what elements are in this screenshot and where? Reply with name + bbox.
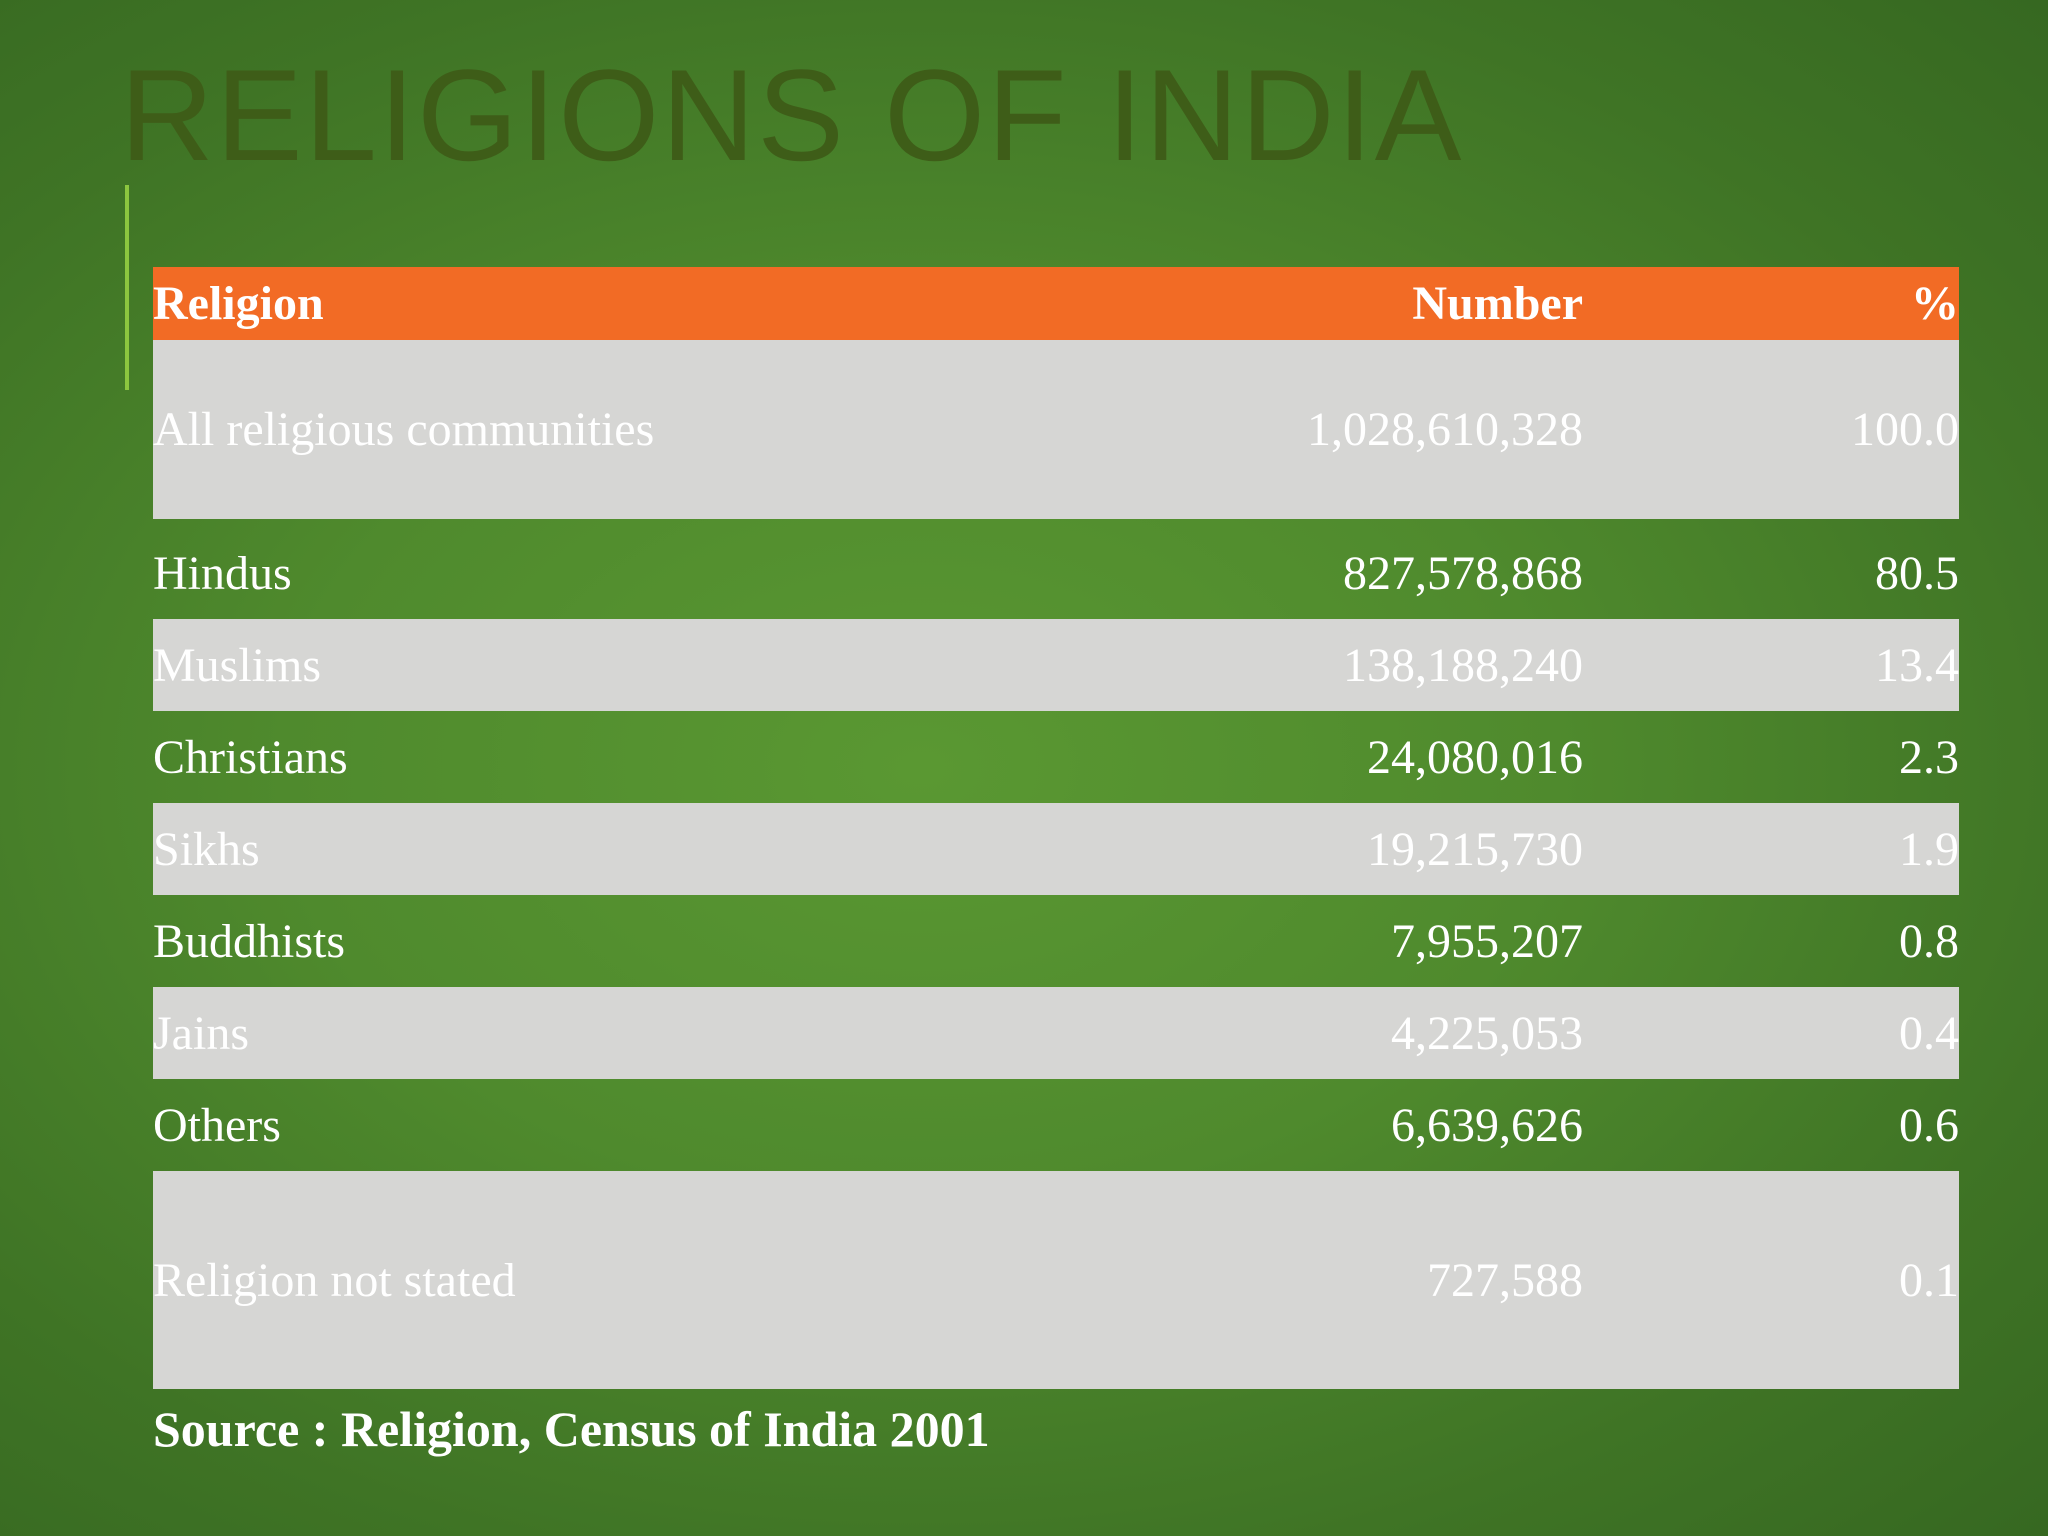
table-row: Buddhists 7,955,207 0.8 <box>153 895 1959 987</box>
table-row: Others 6,639,626 0.6 <box>153 1079 1959 1171</box>
number-cell: 6,639,626 <box>1391 1098 1583 1152</box>
accent-bar <box>125 185 129 390</box>
percent-cell: 2.3 <box>1899 730 1959 784</box>
percent-cell: 100.0 <box>1583 340 1959 519</box>
table-row: Religion not stated 727,588 0.1 <box>153 1171 1959 1389</box>
number-cell: 7,955,207 <box>1391 914 1583 968</box>
number-cell: 727,588 <box>953 1171 1583 1389</box>
table-row: Sikhs 19,215,730 1.9 <box>153 803 1959 895</box>
table-row: Christians 24,080,016 2.3 <box>153 711 1959 803</box>
percent-cell: 80.5 <box>1875 546 1959 600</box>
slide-title: RELIGIONS OF INDIA <box>120 42 1464 188</box>
percent-cell: 0.6 <box>1899 1098 1959 1152</box>
religion-cell: Hindus <box>153 546 292 600</box>
number-cell: 827,578,868 <box>1343 546 1583 600</box>
religion-cell: Muslims <box>153 619 953 711</box>
table-header-row: Religion Number % <box>153 267 1959 340</box>
religion-cell: All religious communities <box>153 340 953 519</box>
header-percent: % <box>1583 267 1959 340</box>
number-cell: 19,215,730 <box>953 803 1583 895</box>
religion-table: Religion Number % All religious communit… <box>153 267 1959 1389</box>
header-number: Number <box>953 267 1583 340</box>
source-note: Source : Religion, Census of India 2001 <box>153 1401 990 1457</box>
table-row: Jains 4,225,053 0.4 <box>153 987 1959 1079</box>
religion-cell: Christians <box>153 730 348 784</box>
table-row: All religious communities 1,028,610,328 … <box>153 340 1959 519</box>
percent-cell: 0.8 <box>1899 914 1959 968</box>
religion-cell: Buddhists <box>153 914 346 968</box>
number-cell: 24,080,016 <box>1367 730 1583 784</box>
header-religion: Religion <box>153 267 953 340</box>
number-cell: 4,225,053 <box>953 987 1583 1079</box>
religion-cell: Others <box>153 1098 281 1152</box>
table-row: Muslims 138,188,240 13.4 <box>153 619 1959 711</box>
religion-cell: Jains <box>153 987 953 1079</box>
percent-cell: 0.1 <box>1583 1171 1959 1389</box>
religion-cell: Religion not stated <box>153 1171 953 1389</box>
religion-cell: Sikhs <box>153 803 953 895</box>
table-row: Hindus 827,578,868 80.5 <box>153 527 1959 619</box>
percent-cell: 0.4 <box>1583 987 1959 1079</box>
number-cell: 138,188,240 <box>953 619 1583 711</box>
number-cell: 1,028,610,328 <box>953 340 1583 519</box>
percent-cell: 13.4 <box>1583 619 1959 711</box>
percent-cell: 1.9 <box>1583 803 1959 895</box>
